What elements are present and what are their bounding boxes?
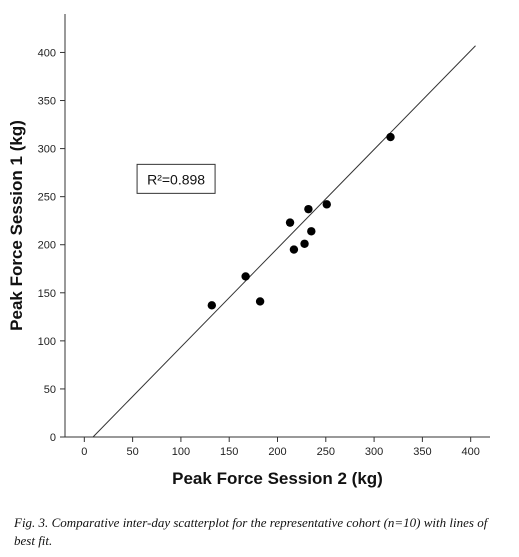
y-tick-label: 250 bbox=[38, 192, 56, 204]
x-tick-label: 400 bbox=[462, 446, 480, 458]
y-axis-ticks: 0 50 100 150 200 250 300 350 400 bbox=[38, 47, 65, 444]
data-point bbox=[386, 132, 395, 142]
fit-line bbox=[92, 45, 476, 438]
data-point bbox=[285, 218, 295, 227]
scatter-chart: 0 50 100 150 200 250 300 350 400 0 50 100 150 200 250… bbox=[7, 14, 490, 488]
data-point bbox=[304, 204, 313, 214]
y-axis-title: Peak Force Session 1 (kg) bbox=[7, 120, 26, 331]
x-axis-ticks: 0 50 100 150 200 250 300 350 400 bbox=[81, 437, 480, 458]
y-tick-label: 400 bbox=[38, 47, 56, 59]
data-point bbox=[207, 301, 217, 310]
x-tick-label: 250 bbox=[317, 446, 335, 458]
figure-caption: Fig. 3. Comparative inter-day scatterplo… bbox=[14, 514, 509, 550]
r-squared-box bbox=[136, 163, 216, 194]
data-point bbox=[322, 200, 331, 209]
x-tick-label: 50 bbox=[126, 446, 138, 458]
data-point bbox=[241, 272, 250, 281]
data-point bbox=[255, 297, 265, 306]
data-point bbox=[289, 245, 299, 254]
caption-text: Comparative inter-day scatterplot for th… bbox=[14, 515, 488, 548]
x-tick-label: 200 bbox=[268, 446, 286, 458]
y-tick-label: 350 bbox=[38, 96, 56, 108]
x-axis-title: Peak Force Session 2 (kg) bbox=[172, 469, 383, 488]
x-tick-label: 300 bbox=[365, 446, 383, 458]
data-point bbox=[307, 227, 316, 236]
y-tick-label: 50 bbox=[44, 384, 56, 396]
y-tick-label: 200 bbox=[38, 240, 56, 252]
y-tick-label: 100 bbox=[38, 336, 56, 348]
x-tick-label: 0 bbox=[81, 446, 87, 458]
y-tick-label: 150 bbox=[38, 288, 56, 300]
y-tick-label: 300 bbox=[38, 144, 56, 156]
fit-line-group bbox=[92, 45, 476, 438]
data-points bbox=[207, 132, 395, 310]
data-point bbox=[300, 239, 309, 248]
r-squared-label: R²=0.898 bbox=[147, 171, 205, 187]
axes bbox=[64, 14, 490, 438]
x-tick-label: 150 bbox=[220, 446, 238, 458]
figure-label: Fig. 3. bbox=[14, 515, 49, 530]
x-tick-label: 100 bbox=[172, 446, 190, 458]
r-squared-annotation: R²=0.898 bbox=[136, 163, 216, 194]
y-tick-label: 0 bbox=[50, 432, 56, 444]
x-tick-label: 350 bbox=[413, 446, 431, 458]
